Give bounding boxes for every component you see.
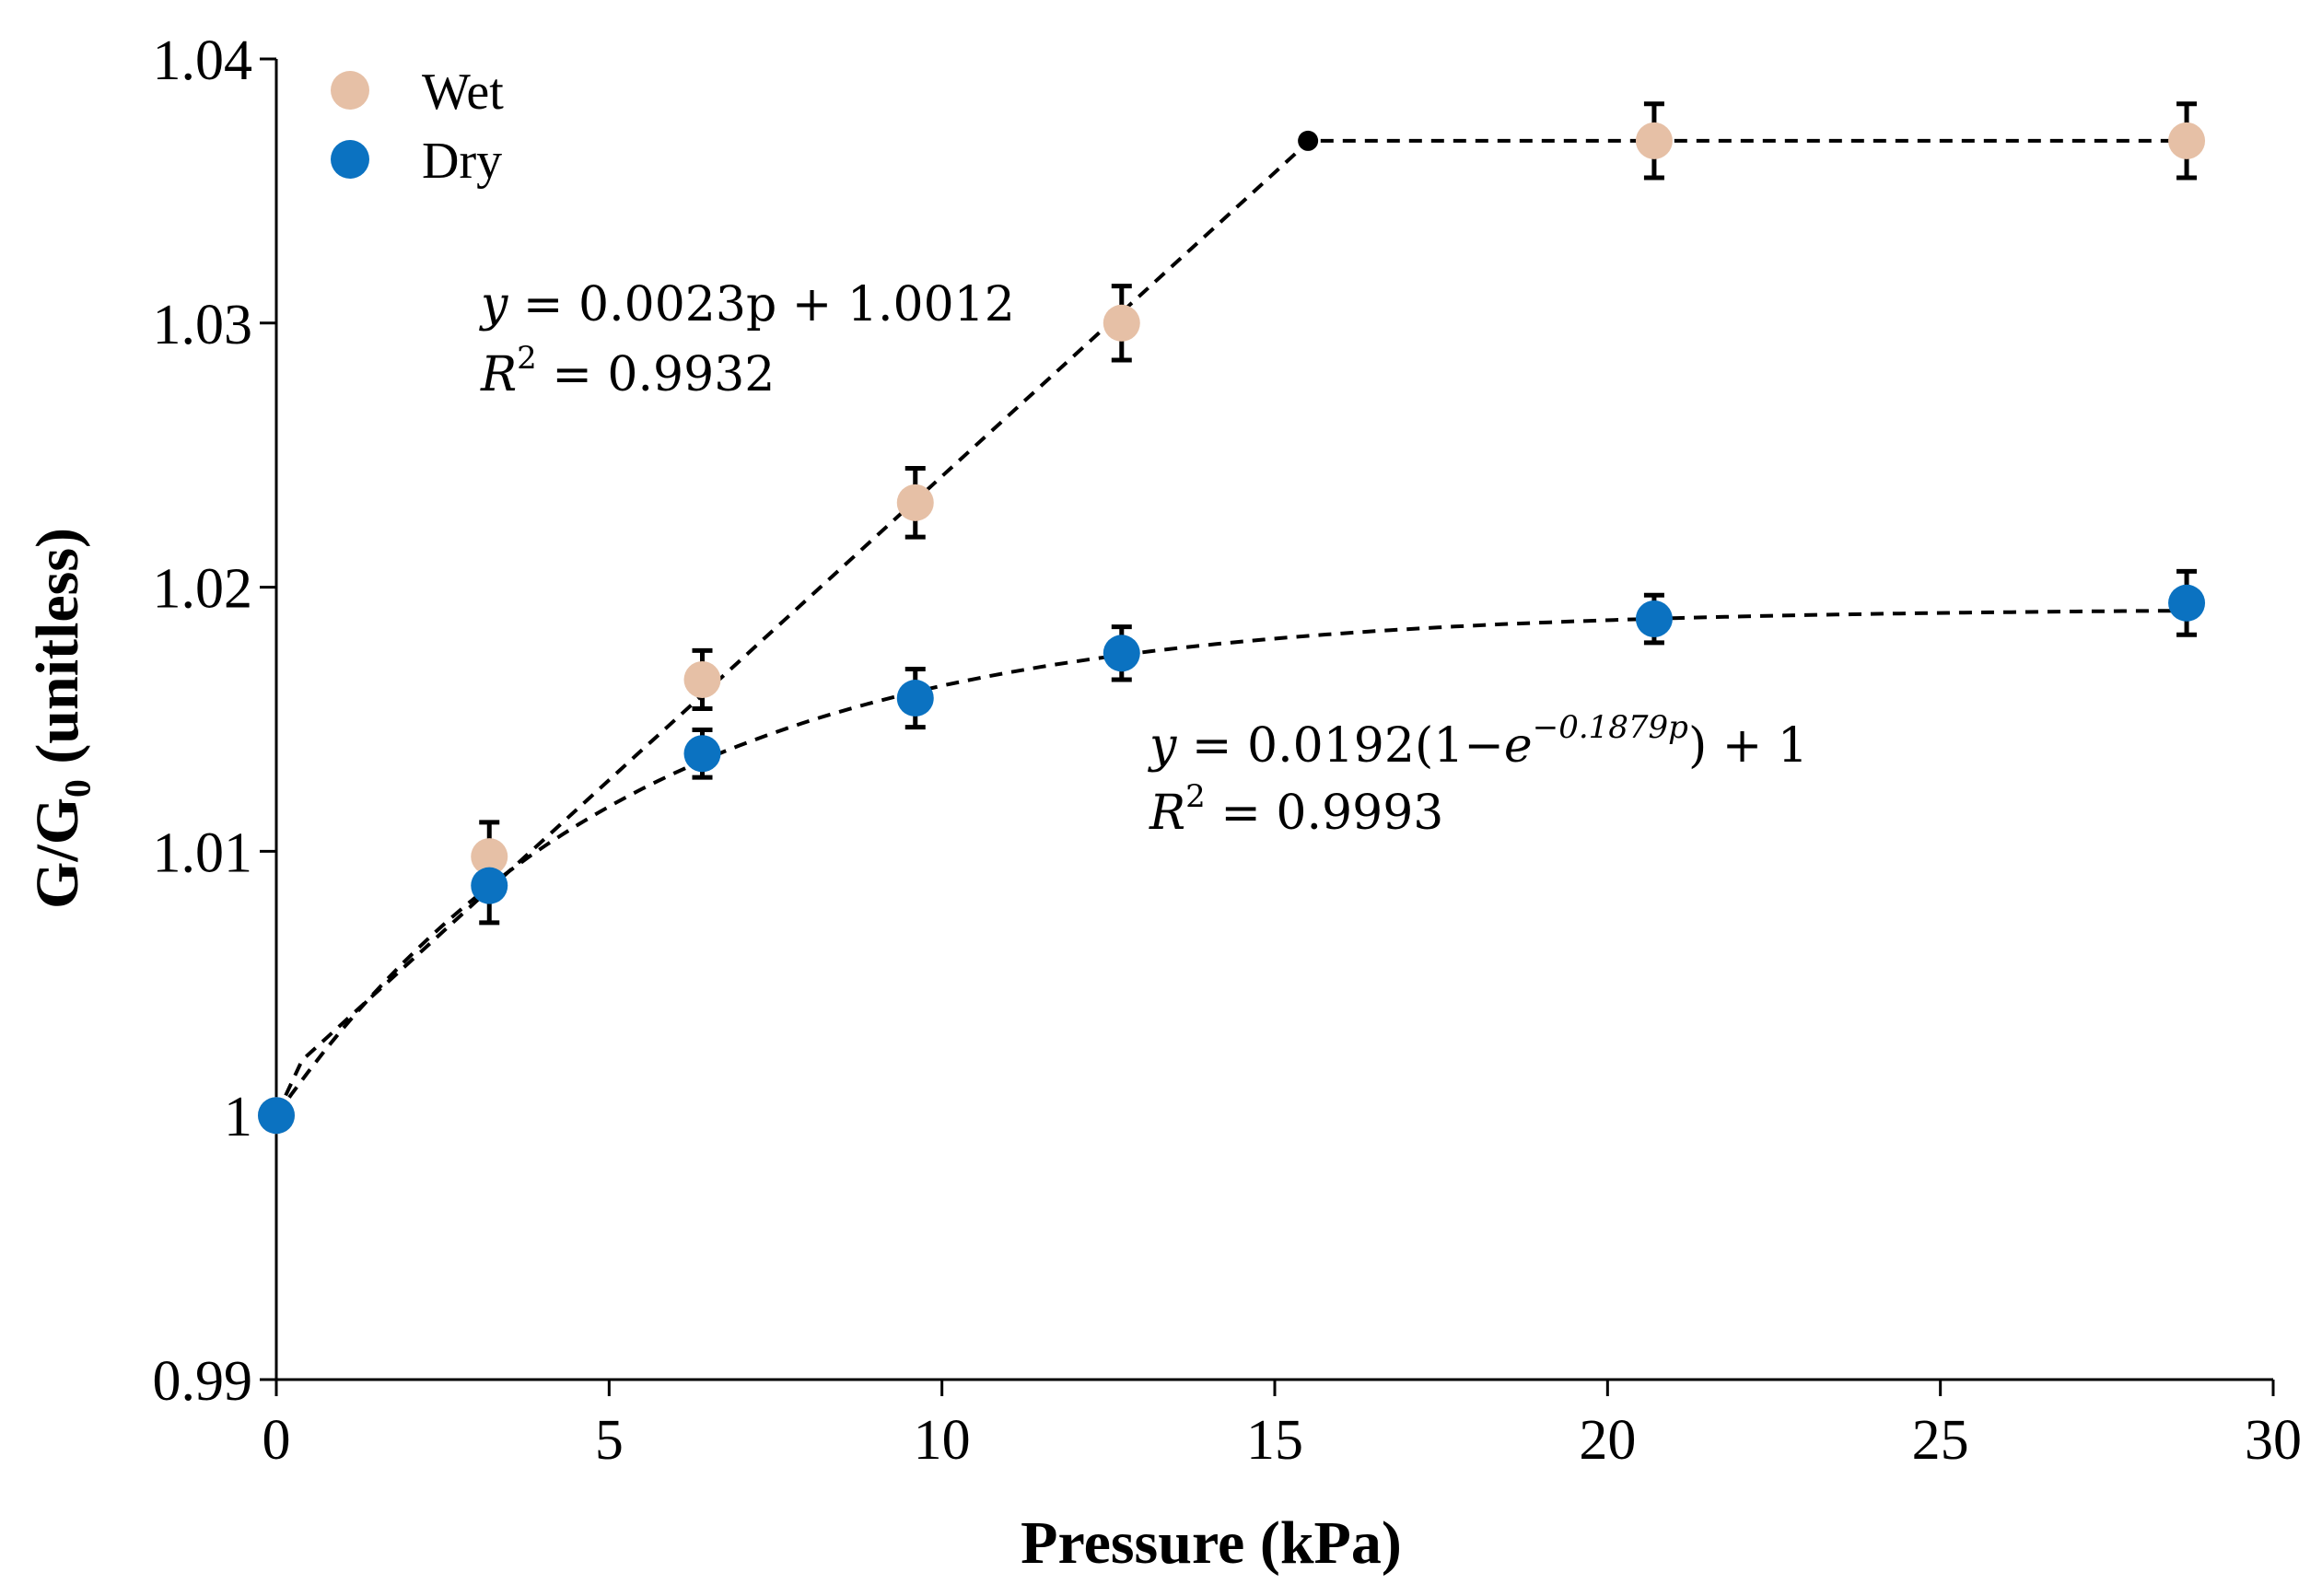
x-tick-label: 10 xyxy=(914,1409,971,1472)
x-tick-label: 15 xyxy=(1246,1409,1303,1472)
x-tick-label: 0 xyxy=(263,1409,291,1472)
dry-equation-annotation: y = 0.0192(1−e−0.1879p) + 1 R2 = 0.9993 xyxy=(1148,709,1808,841)
wet-data-point xyxy=(1635,122,1673,159)
x-axis-title: Pressure (kPa) xyxy=(1021,1509,1402,1577)
dry-fit-line xyxy=(274,609,2188,1117)
dry-data-point xyxy=(471,867,508,904)
legend-label-dry: Dry xyxy=(422,133,502,190)
y-tick-label: 0.99 xyxy=(153,1350,253,1413)
legend: Wet Dry xyxy=(331,64,504,190)
y-tick-label: 1.02 xyxy=(153,558,253,621)
dry-equation-line: y = 0.0192(1−e−0.1879p) + 1 xyxy=(1148,709,1808,774)
x-tick-label: 20 xyxy=(1579,1409,1636,1472)
data-points xyxy=(258,122,2206,1135)
wet-fit-knee-point xyxy=(1298,130,1319,151)
y-tick-label: 1.03 xyxy=(153,294,253,356)
dry-data-point xyxy=(683,735,721,773)
dry-data-point xyxy=(896,680,934,717)
dry-data-point xyxy=(1635,600,1673,638)
x-tick-label: 30 xyxy=(2245,1409,2302,1472)
y-tick-label: 1 xyxy=(224,1086,252,1148)
wet-data-point xyxy=(2168,122,2206,159)
x-tick-label: 5 xyxy=(595,1409,624,1472)
dry-data-point xyxy=(1103,635,1140,672)
y-tick-label: 1.01 xyxy=(153,821,253,884)
wet-data-point xyxy=(471,838,508,876)
wet-data-point xyxy=(896,483,934,521)
y-tick-label: 1.04 xyxy=(153,29,253,92)
fit-lines xyxy=(274,130,2188,1117)
wet-equation-line: y = 0.0023p + 1.0012 xyxy=(479,277,1015,332)
ticks: 0 5 10 15 20 25 30 0.99 1 1.01 1.02 1.03 1.04 xyxy=(153,29,2303,1472)
y-axis-title: G/G₀ (unitless) xyxy=(24,528,91,909)
x-tick-label: 25 xyxy=(1912,1409,1969,1472)
legend-marker-wet xyxy=(331,71,369,110)
wet-fit-line xyxy=(274,138,2188,1117)
wet-data-point xyxy=(1103,304,1140,342)
legend-marker-dry xyxy=(331,140,369,179)
wet-data-point xyxy=(683,660,721,698)
wet-r2-line: R2 = 0.9932 xyxy=(480,340,775,402)
legend-label-wet: Wet xyxy=(422,64,504,121)
dry-data-point xyxy=(258,1097,295,1135)
wet-equation-annotation: y = 0.0023p + 1.0012 R2 = 0.9932 xyxy=(479,277,1015,402)
dry-r2-line: R2 = 0.9993 xyxy=(1149,778,1443,841)
dry-data-point xyxy=(2168,584,2206,622)
